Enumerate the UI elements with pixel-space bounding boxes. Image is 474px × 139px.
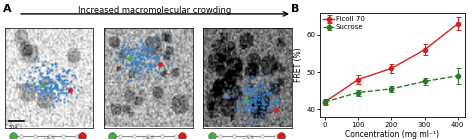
Text: ~3 Å: ~3 Å	[241, 136, 254, 139]
Text: ~4 Å: ~4 Å	[142, 136, 155, 139]
X-axis label: Concentration (mg ml⁻¹): Concentration (mg ml⁻¹)	[345, 130, 439, 139]
Y-axis label: FRET (%): FRET (%)	[294, 47, 303, 82]
Text: A: A	[3, 4, 12, 14]
Text: Increased macromolecular crowding: Increased macromolecular crowding	[78, 6, 232, 15]
Text: B: B	[291, 4, 300, 14]
Text: 30Å: 30Å	[9, 125, 18, 130]
Text: ~6 Å: ~6 Å	[43, 136, 55, 139]
Legend: Ficoll 70, Sucrose: Ficoll 70, Sucrose	[322, 15, 366, 31]
